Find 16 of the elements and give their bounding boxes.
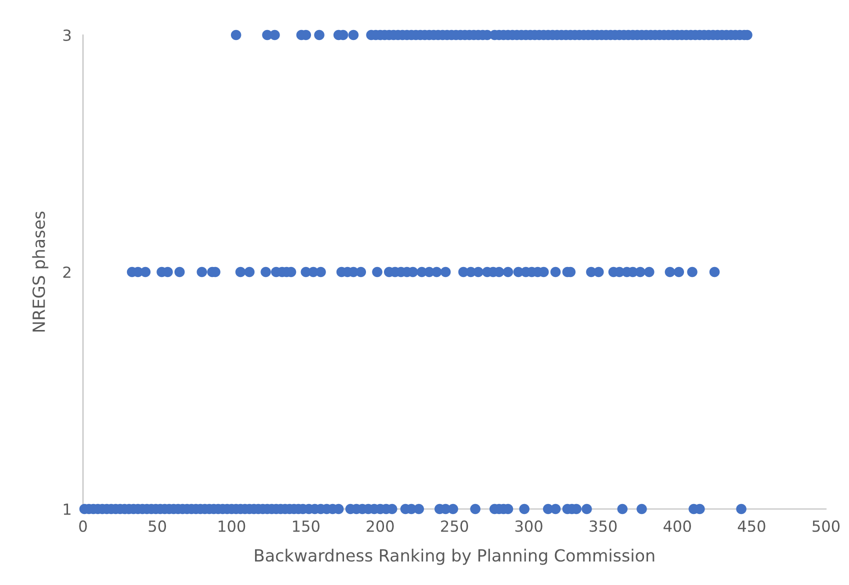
x-tick-label: 50: [148, 520, 166, 532]
x-tick-label: 300: [515, 520, 542, 532]
y-tick-label: 3: [63, 29, 71, 42]
x-tick-label: 150: [292, 520, 320, 532]
x-tick-label: 400: [664, 520, 691, 532]
x-tick-label: 100: [218, 520, 246, 532]
x-axis-title: Backwardness Ranking by Planning Commission: [255, 548, 654, 565]
x-tick-label: 450: [738, 520, 766, 532]
y-tick-label: 2: [63, 266, 70, 278]
x-tick-label: 350: [590, 520, 617, 532]
x-tick-label: 500: [812, 520, 840, 532]
x-tick-label: 200: [366, 520, 394, 532]
y-axis-title: NREGS phases: [32, 212, 48, 332]
x-tick-label: 250: [441, 520, 468, 532]
x-tick-label: 0: [79, 520, 87, 532]
y-tick-label: 1: [64, 504, 70, 515]
